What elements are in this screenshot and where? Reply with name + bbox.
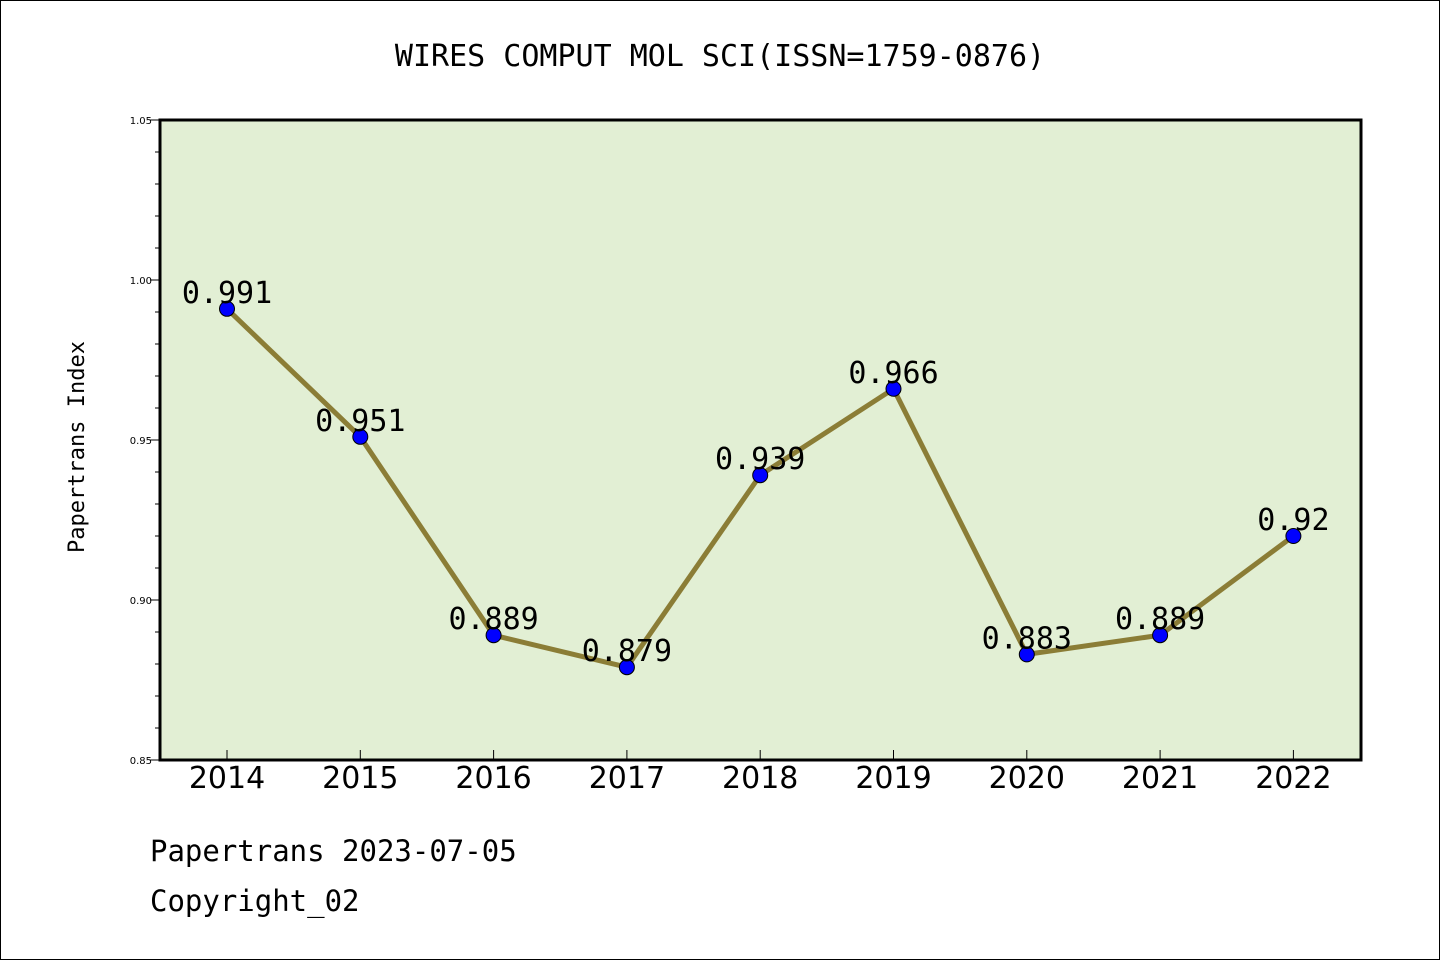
- x-tick-label: 2014: [189, 761, 265, 796]
- data-label: 0.883: [982, 621, 1072, 656]
- data-label: 0.879: [582, 634, 672, 669]
- data-labels: 0.991 0.951 0.889 0.879 0.939 0.966 0.883 0.889…: [182, 276, 1330, 669]
- data-label: 0.951: [315, 404, 405, 439]
- data-point: [1018, 646, 1035, 663]
- x-tick-label: 2017: [589, 761, 665, 796]
- x-tick-label: 2020: [989, 761, 1065, 796]
- data-point: [352, 428, 369, 445]
- data-point: [618, 659, 635, 676]
- data-label: 0.939: [715, 442, 805, 477]
- data-point: [885, 380, 902, 397]
- data-point: [752, 467, 769, 484]
- footer-copyright: Copyright_02: [150, 884, 360, 918]
- plot-area: [158, 118, 1363, 762]
- x-tick-label: 2022: [1255, 761, 1331, 796]
- x-tick-label: 2021: [1122, 761, 1198, 796]
- x-tick-label: 2019: [855, 761, 931, 796]
- x-tick-label: 2018: [722, 761, 798, 796]
- y-tick-label: 0.95: [130, 436, 152, 447]
- series-papertrans-index: [219, 300, 1302, 676]
- data-label: 0.92: [1257, 503, 1329, 538]
- data-label: 0.889: [448, 602, 538, 637]
- y-tick-label: 0.90: [130, 596, 152, 607]
- y-tick-label: 1.00: [130, 276, 152, 287]
- y-axis-ticks: 0.85 0.90 0.95 1.00 1.05: [130, 116, 160, 767]
- x-tick-label: 2016: [455, 761, 531, 796]
- data-point: [1285, 528, 1302, 544]
- y-tick-label: 0.85: [130, 756, 152, 767]
- data-point: [485, 627, 502, 644]
- data-point: [1152, 627, 1169, 644]
- y-axis-label: Papertrans Index: [65, 341, 90, 553]
- x-tick-label: 2015: [322, 761, 398, 796]
- footer-date: Papertrans 2023-07-05: [150, 834, 517, 868]
- data-point: [219, 300, 235, 317]
- chart-title: WIRES COMPUT MOL SCI(ISSN=1759-0876): [395, 39, 1045, 74]
- x-axis-ticks: 2014 2015 2016 2017 2018 2019 2020 2021 2022: [189, 750, 1332, 796]
- data-label: 0.966: [848, 356, 938, 391]
- y-tick-label: 1.05: [130, 116, 152, 127]
- data-label: 0.991: [182, 276, 272, 311]
- data-label: 0.889: [1115, 602, 1205, 637]
